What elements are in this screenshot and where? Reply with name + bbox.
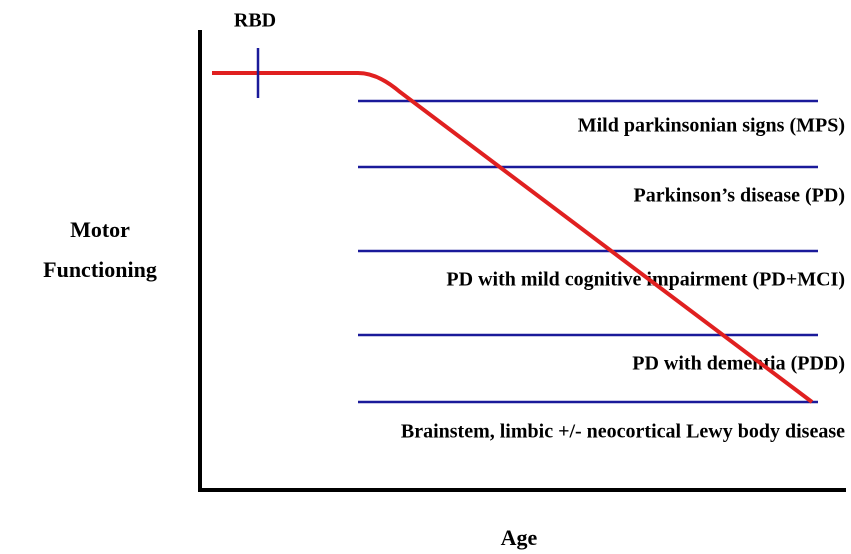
stage-label: Mild parkinsonian signs (MPS) xyxy=(578,115,845,137)
marker-label: RBD xyxy=(234,10,276,32)
stage-lines xyxy=(358,99,818,404)
stage-label: PD with dementia (PDD) xyxy=(632,353,845,375)
y-axis-label: Motor xyxy=(70,217,130,242)
decline-curve xyxy=(212,71,814,404)
x-axis-label: Age xyxy=(501,525,538,550)
stage-label: Parkinson’s disease (PD) xyxy=(634,185,845,207)
stage-label: Brainstem, limbic +/- neocortical Lewy b… xyxy=(401,421,845,443)
stage-label: PD with mild cognitive impairment (PD+MC… xyxy=(446,269,845,291)
y-axis-label: Functioning xyxy=(43,257,157,282)
